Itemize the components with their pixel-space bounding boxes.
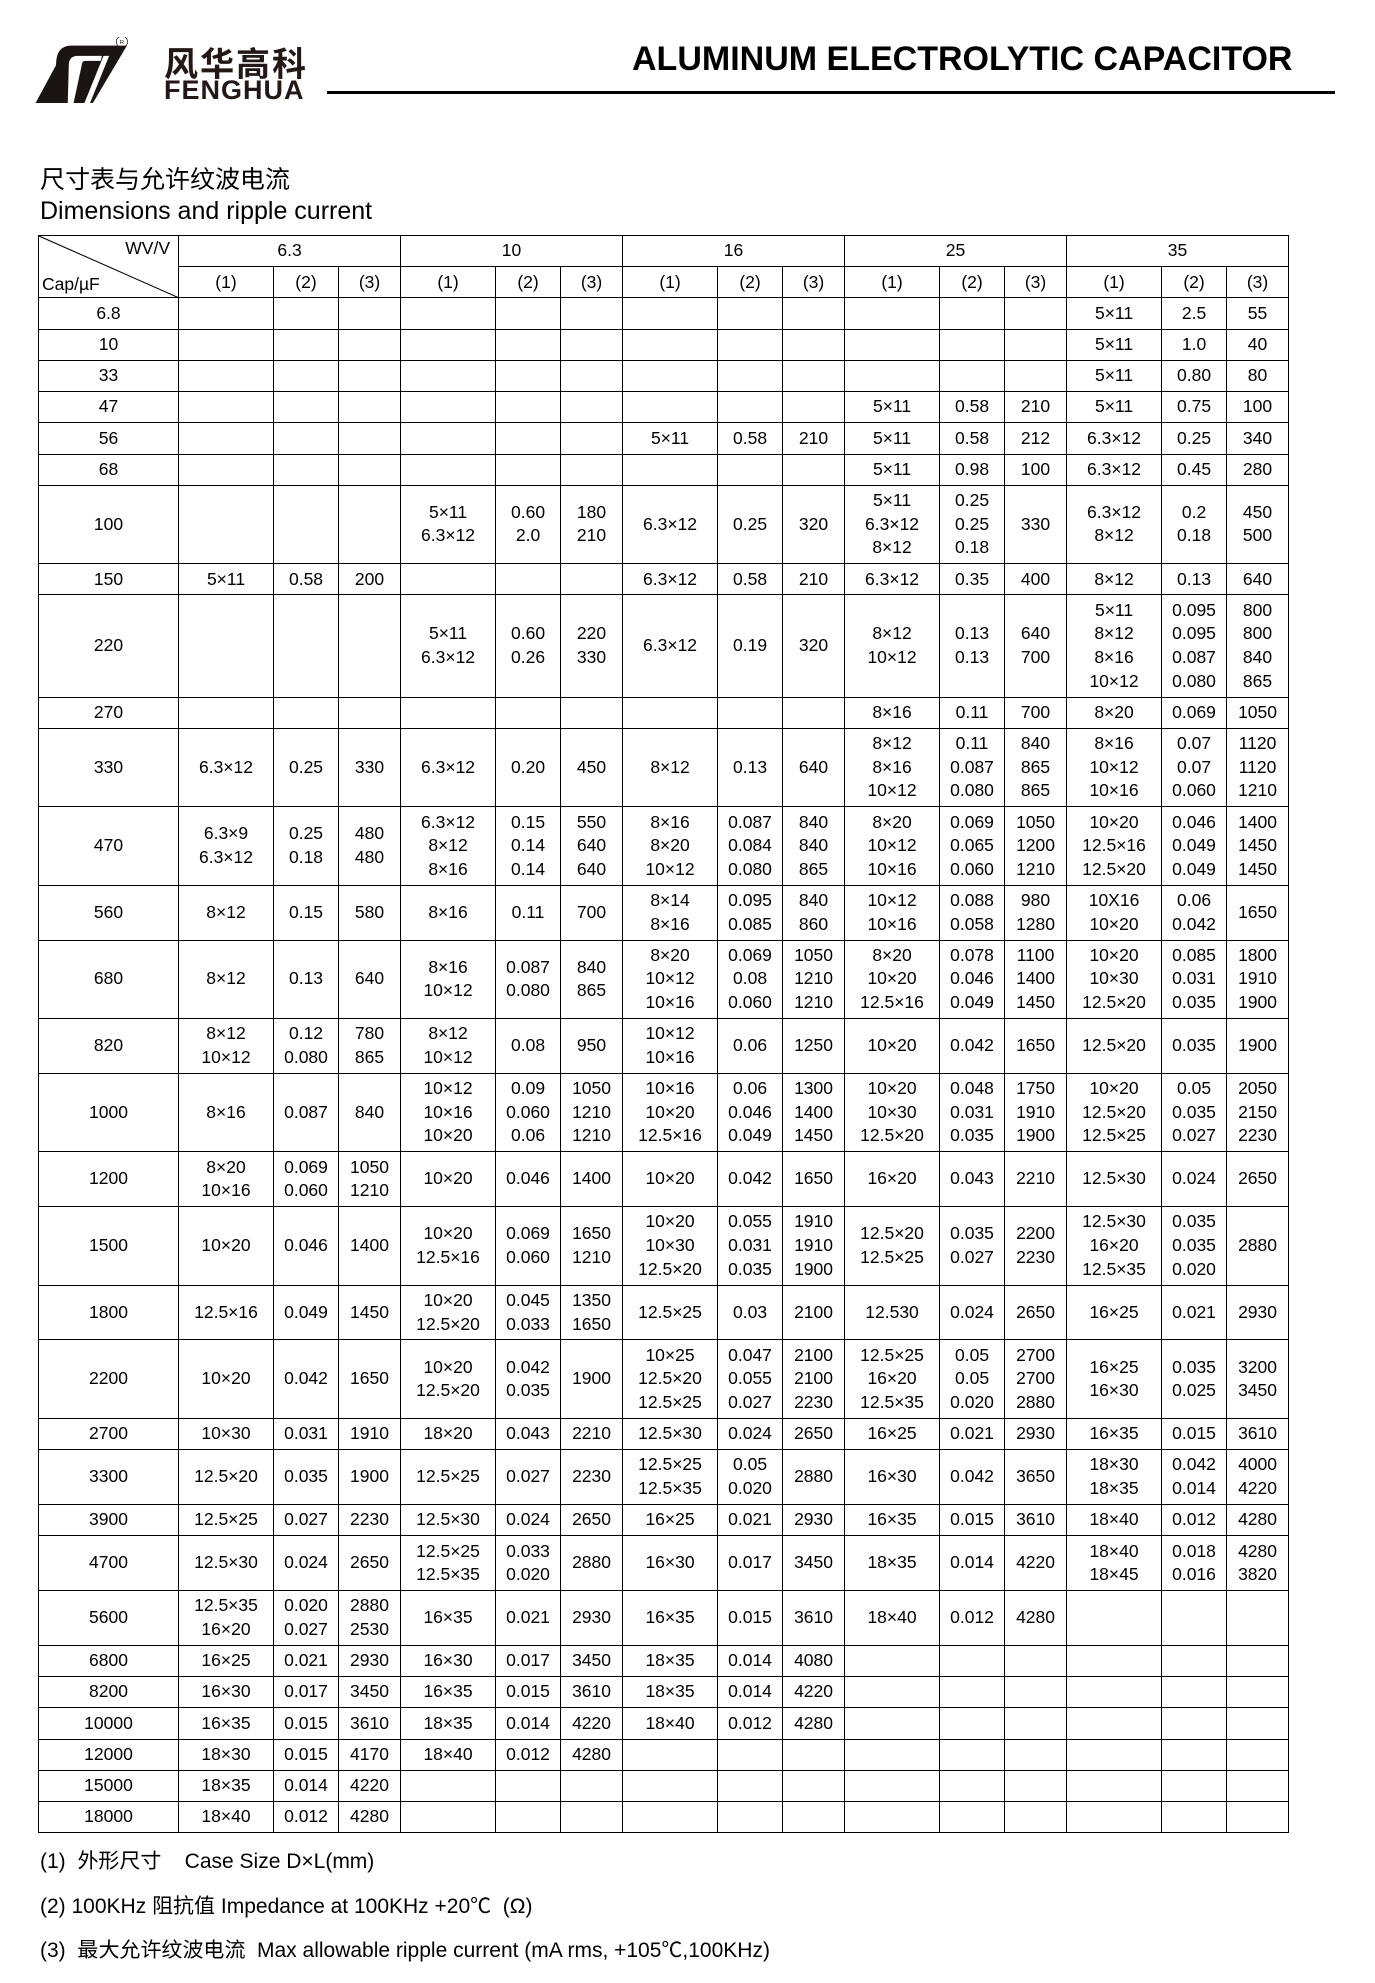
- svg-text:R: R: [120, 40, 124, 46]
